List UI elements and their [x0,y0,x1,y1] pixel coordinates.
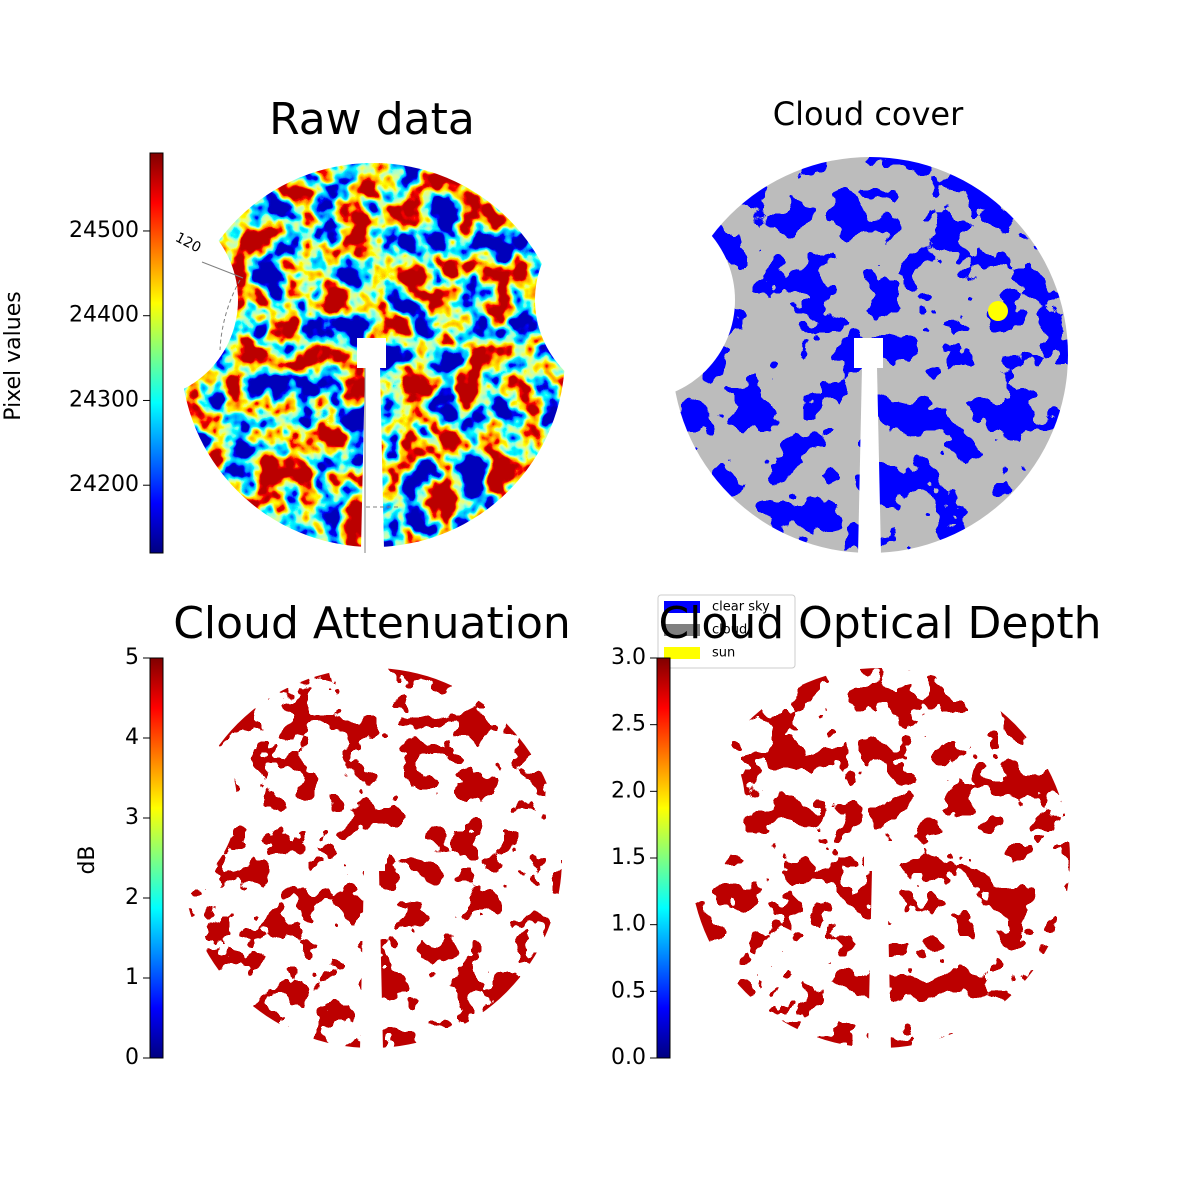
colorbar-tick-label: 24400 [69,303,139,328]
mask-region [864,841,893,871]
mask-region [535,200,735,400]
mask-region [356,841,385,871]
colorbar-tick-label: 1.5 [611,845,646,870]
colorbar-tick-label: 3 [125,805,139,830]
mask-region [361,367,384,549]
mask-region [868,870,891,1050]
chart-title: Cloud Optical Depth [658,598,1101,649]
colorbar-tick-label: 24300 [69,387,139,412]
mask-region [360,870,383,1050]
chart-title: Cloud Attenuation [173,598,571,649]
chart-title: Raw data [269,94,475,145]
mask-region [357,338,386,368]
legend-label: clear sky [712,600,770,615]
colorbar-tick-label: 4 [125,725,139,750]
sun [988,301,1008,321]
legend-swatch [664,601,700,613]
colorbar-tick-label: 2 [125,885,139,910]
mask-region [545,703,745,903]
colorbar-tick-label: 0.5 [611,978,646,1003]
mask-region [854,338,883,368]
colorbar-label: Pixel values [1,291,26,420]
colorbar-tick-label: 2.5 [611,712,646,737]
legend-label: sun [712,646,735,661]
colorbar-tick-label: 0.0 [611,1045,646,1070]
chart-title: Cloud cover [773,95,964,133]
mask-region [38,200,238,400]
colorbar [149,152,164,554]
colorbar [149,657,164,1059]
legend-swatch [664,624,700,636]
colorbar-tick-label: 0 [125,1045,139,1070]
legend-label: cloud [712,623,747,638]
colorbar-tick-label: 5 [125,645,139,670]
colorbar-tick-label: 24200 [69,472,139,497]
mask-region [858,367,881,555]
colorbar-tick-label: 1 [125,965,139,990]
colorbar [656,657,671,1059]
colorbar-tick-label: 24500 [69,218,139,243]
colorbar-tick-label: 2.0 [611,778,646,803]
legend-swatch [664,647,700,659]
colorbar-label: dB [75,845,100,874]
polar-grid-line [201,261,244,279]
colorbar-tick-label: 1.0 [611,912,646,937]
polar-grid-line [219,279,241,351]
colorbar-tick-label: 3.0 [611,645,646,670]
mask-region [37,703,237,903]
